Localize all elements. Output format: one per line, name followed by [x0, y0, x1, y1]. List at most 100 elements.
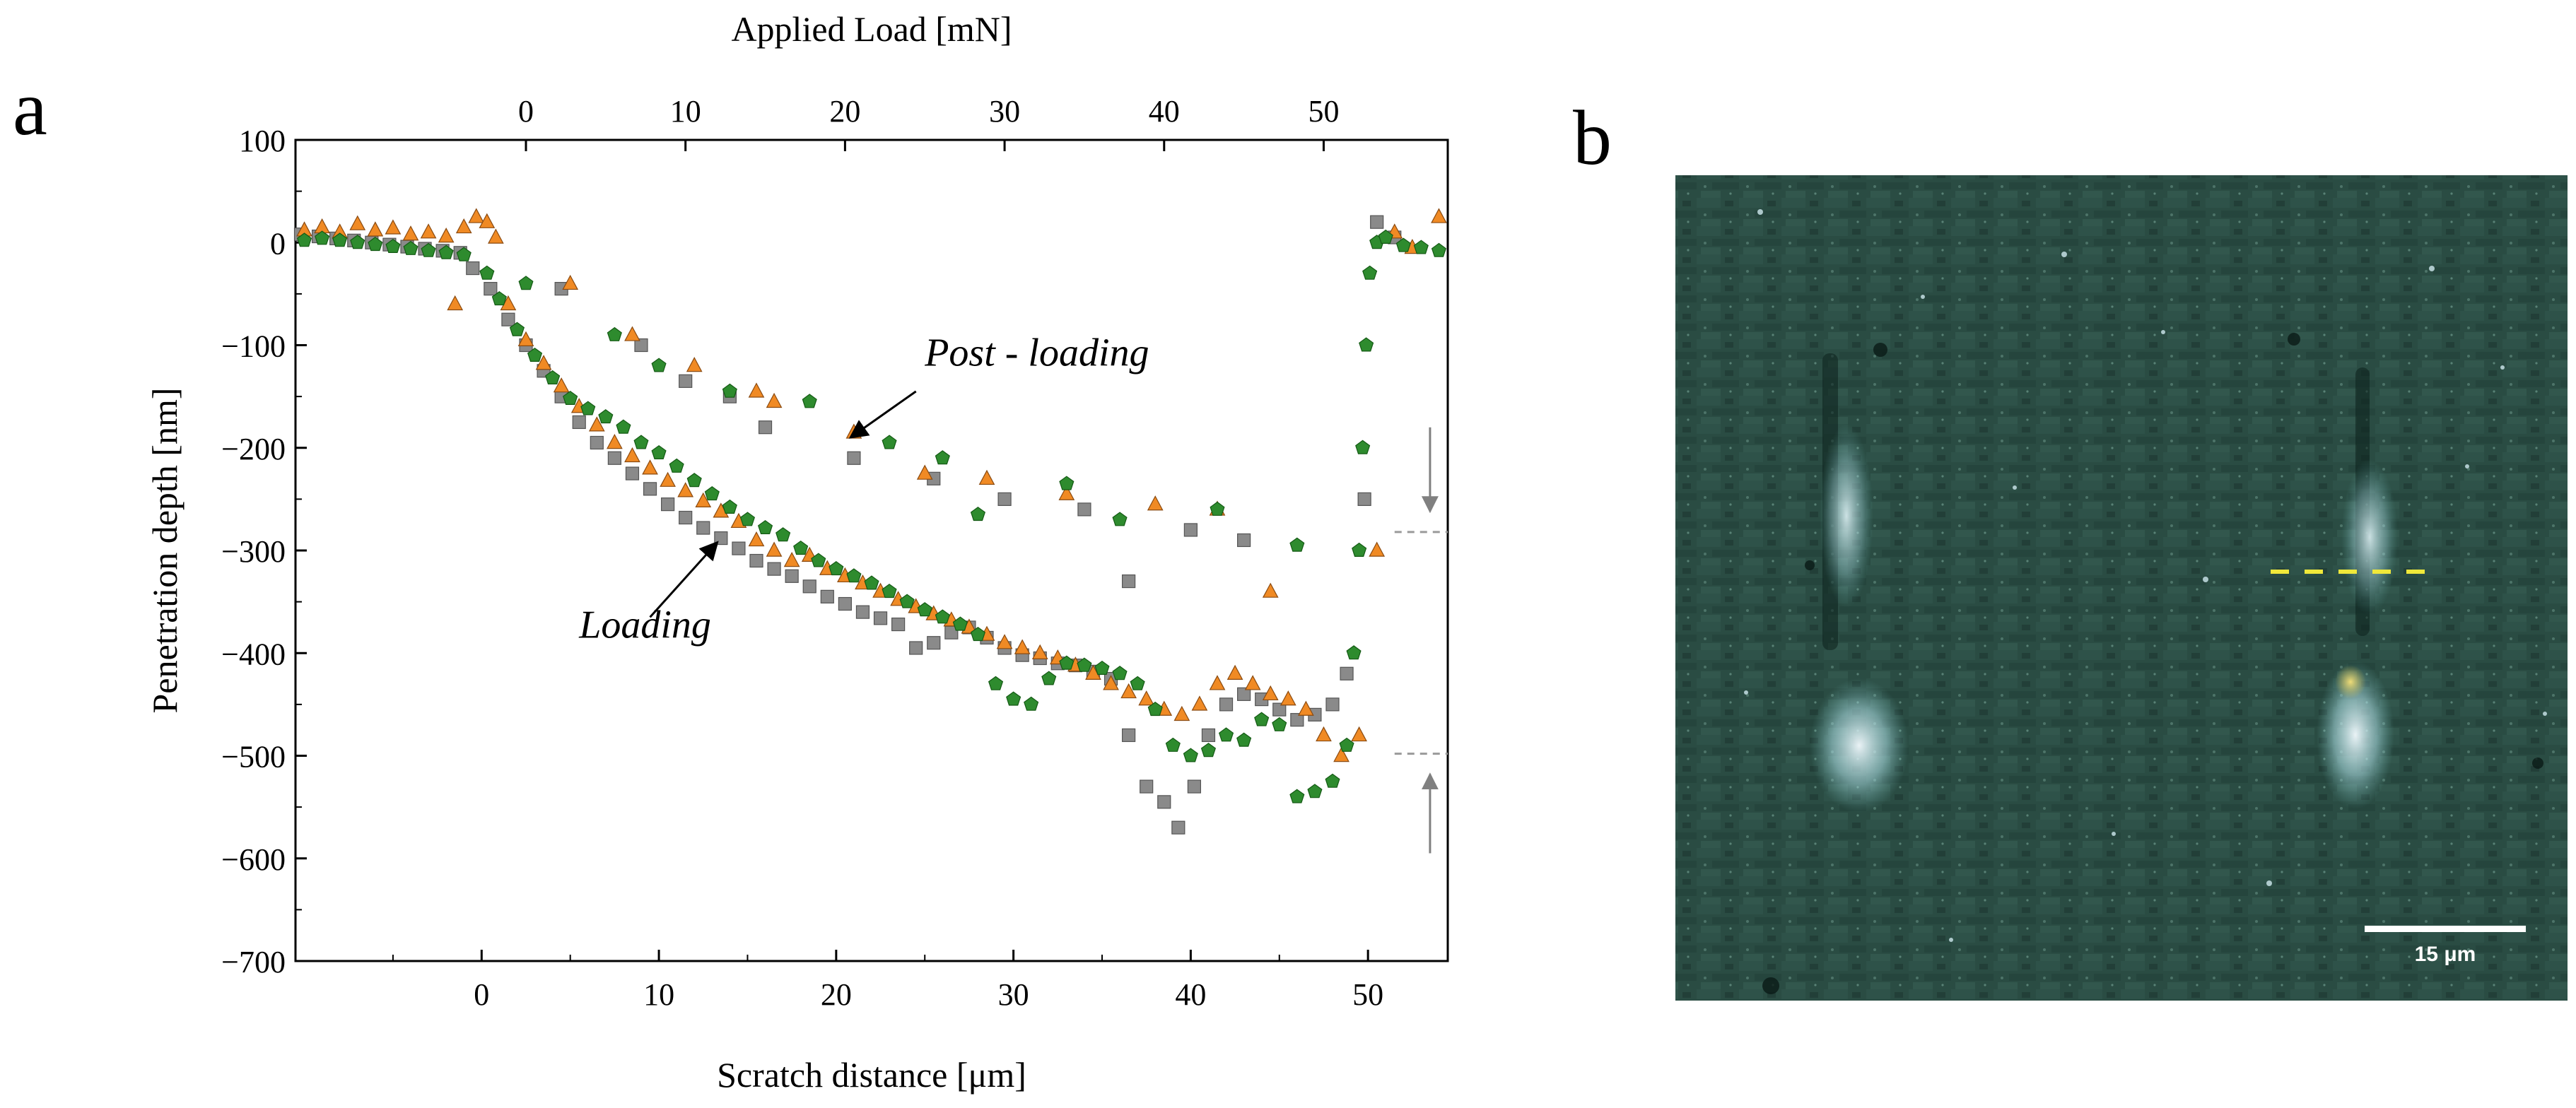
pentagon-point [970, 507, 986, 521]
pentagon-point [1339, 737, 1354, 752]
series-triangle [296, 208, 1447, 762]
data-points [293, 208, 1447, 835]
square-point [997, 492, 1012, 506]
top-tick-label: 10 [670, 94, 701, 129]
pentagon-point [332, 232, 348, 247]
pentagon-point [527, 347, 543, 362]
pentagon-point [1218, 727, 1234, 742]
post-loading-arrow [848, 390, 917, 439]
pentagon-point [1362, 265, 1378, 280]
panel-label-b: b [1573, 95, 1612, 181]
pentagon-point [1346, 645, 1362, 660]
triangle-point [455, 218, 472, 234]
pentagon-point [829, 561, 844, 576]
pentagon-point [296, 232, 312, 247]
square-point [1290, 713, 1304, 727]
pentagon-point [1112, 666, 1128, 680]
pentagon-point [1006, 691, 1021, 706]
pentagon-point [607, 326, 622, 341]
square-point [909, 641, 923, 655]
y-tick-label: −700 [221, 945, 286, 979]
square-point [1237, 533, 1251, 548]
pentagon-point [1395, 237, 1411, 252]
triangle-point [420, 223, 437, 239]
top-axis-ticks: 0 10 20 30 40 50 [518, 94, 1339, 151]
y-axis-title: Penetration depth [nm] [145, 388, 185, 714]
triangle-point [535, 355, 552, 370]
annotation-post-loading: Post - loading [924, 331, 1149, 375]
square-point [466, 261, 480, 276]
triangle-point [766, 541, 783, 557]
triangle-point [367, 221, 384, 237]
pentagon-point [1355, 440, 1371, 454]
x-tick-label: 0 [474, 977, 489, 1012]
square-point [1187, 779, 1202, 794]
pentagon-point [616, 419, 631, 434]
x-tick-label: 30 [998, 977, 1029, 1012]
triangle-point [686, 357, 703, 372]
square-point [1140, 779, 1154, 794]
pentagon-point [421, 242, 436, 257]
pentagon-point [1289, 537, 1305, 552]
triangle-point [748, 382, 765, 398]
pentagon-point [545, 370, 561, 385]
pentagon-point [315, 230, 330, 245]
triangle-point [468, 208, 485, 223]
triangle-point [1431, 208, 1447, 223]
square-point [1219, 697, 1234, 712]
annotation-loading: Loading [578, 603, 711, 647]
square-point [1357, 492, 1371, 506]
pentagon-point [775, 527, 791, 542]
pentagon-point [1059, 476, 1075, 490]
x-tick-label: 10 [643, 977, 674, 1012]
square-point [891, 617, 906, 632]
pentagon-point [350, 235, 365, 249]
triangle-point [1369, 541, 1386, 557]
square-point [749, 553, 763, 568]
triangle-point [385, 219, 402, 235]
pentagon-point [882, 435, 897, 449]
pentagon-point [739, 512, 756, 526]
square-point [855, 605, 870, 619]
square-point [1122, 574, 1136, 589]
triangle-point [1103, 675, 1119, 690]
triangle-point [1262, 582, 1279, 598]
pentagon-point [722, 383, 737, 398]
pentagon-point [1112, 512, 1128, 526]
triangle-point [1173, 705, 1190, 721]
pentagon-point [970, 627, 986, 642]
pentagon-point [1200, 743, 1217, 758]
pentagon-point [1147, 702, 1163, 717]
square-point [661, 497, 675, 512]
pentagon-point [385, 238, 401, 253]
x-tick-label: 20 [821, 977, 852, 1012]
pentagon-point [793, 540, 809, 555]
square-point [927, 636, 941, 650]
square-point [501, 312, 515, 326]
top-tick-label: 0 [518, 94, 534, 129]
square-point [679, 510, 693, 525]
square-point [643, 482, 657, 496]
top-tick-label: 20 [829, 94, 860, 129]
x-tick-label: 40 [1175, 977, 1206, 1012]
pentagon-point [479, 265, 495, 280]
pentagon-point [509, 322, 525, 336]
triangle-point [447, 295, 464, 311]
pentagon-point [1431, 242, 1447, 257]
pentagon-point [518, 276, 534, 290]
square-point [1171, 820, 1185, 835]
triangle-point [402, 225, 419, 241]
reference-lines [1394, 427, 1448, 854]
triangle-point [916, 464, 933, 480]
y-tick-label: 0 [270, 226, 286, 261]
y-tick-label: −400 [221, 637, 286, 671]
square-point [1122, 728, 1136, 743]
triangle-point [748, 531, 765, 547]
pentagon-point [368, 237, 383, 252]
pentagon-point [686, 473, 702, 488]
pentagon-point [811, 553, 826, 567]
left-scratch-track [1810, 353, 1909, 813]
panel-label-a: a [13, 65, 47, 151]
pentagon-point [935, 450, 950, 465]
triangle-point [1262, 685, 1279, 701]
